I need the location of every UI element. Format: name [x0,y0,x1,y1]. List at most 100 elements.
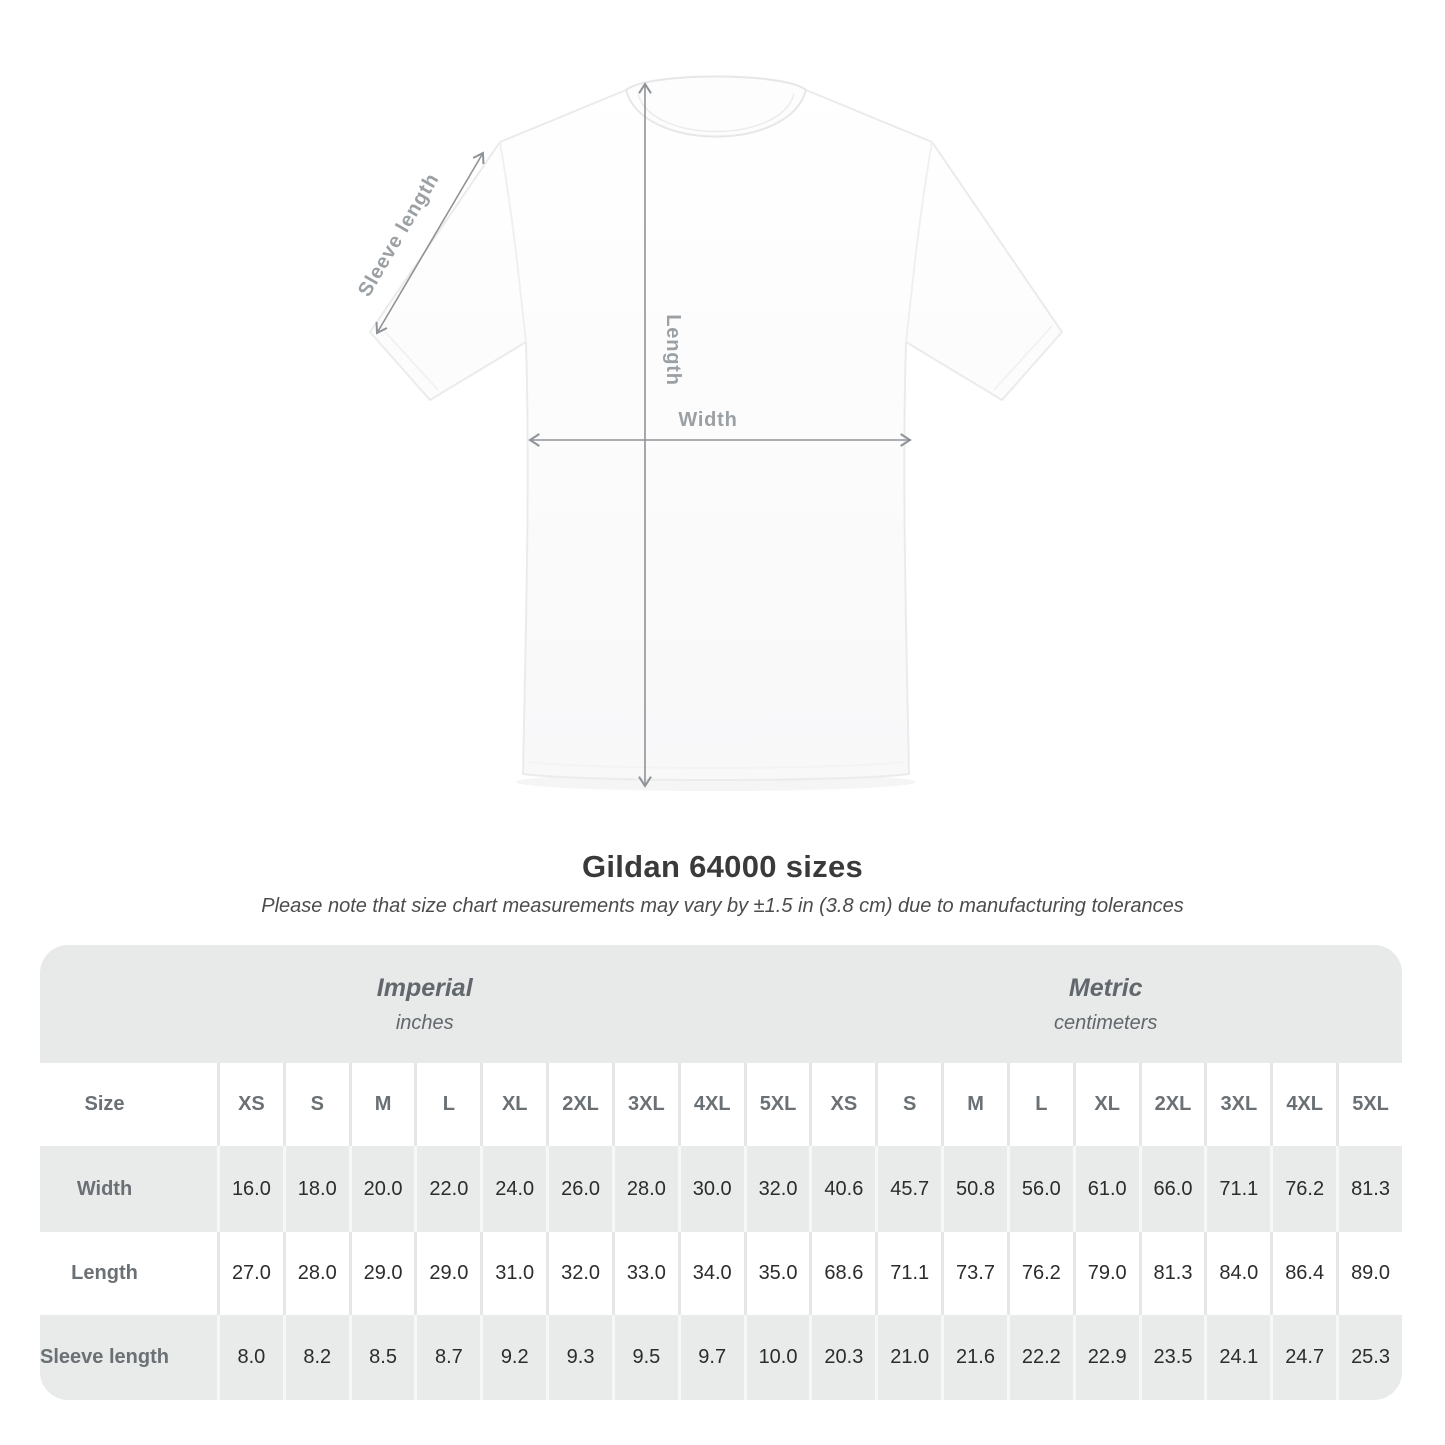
table-cell: 20.0 [348,1146,415,1232]
sleeve-length-row: Sleeve length 8.0 8.2 8.5 8.7 9.2 9.3 9.… [40,1315,1402,1400]
table-cell: 76.2 [1270,1146,1337,1232]
table-cell: 18.0 [282,1146,349,1232]
tshirt-measurement-figure: Sleeve length Length Width [340,60,1080,800]
unit-header-row: Imperial inches Metric centimeters [40,945,1402,1063]
table-cell: 23.5 [1138,1315,1205,1400]
table-cell: 32.0 [743,1146,810,1232]
imperial-unit-label: inches [395,1011,454,1034]
size-col-header: M [348,1063,415,1146]
table-cell: 8.0 [217,1315,283,1400]
table-cell: 24.7 [1270,1315,1337,1400]
table-cell: 27.0 [217,1232,283,1315]
size-col-header: 4XL [1270,1063,1337,1146]
table-cell: 28.0 [611,1146,678,1232]
size-col-header: 4XL [677,1063,744,1146]
width-label: Width [678,409,737,431]
table-cell: 8.7 [414,1315,481,1400]
size-col-header: 3XL [1204,1063,1271,1146]
table-cell: 21.0 [875,1315,942,1400]
size-col-header: L [414,1063,481,1146]
row-label: Sleeve length [40,1315,217,1400]
page-title: Gildan 64000 sizes [581,849,864,884]
size-corner-cell: Size [40,1063,217,1146]
size-col-header: M [941,1063,1007,1146]
table-cell: 9.5 [611,1315,678,1400]
size-header-row: Size XS S M L XL 2XL 3XL 4XL 5XL XS S M … [40,1063,1402,1146]
table-cell: 24.0 [480,1146,547,1232]
table-cell: 31.0 [480,1232,547,1315]
table-cell: 73.7 [941,1232,1007,1315]
table-cell: 25.3 [1336,1315,1402,1400]
table-cell: 71.1 [875,1232,942,1315]
table-cell: 71.1 [1204,1146,1271,1232]
row-label: Width [40,1146,217,1232]
table-cell: 28.0 [282,1232,349,1315]
metric-label: Metric [1068,973,1143,1002]
table-cell: 29.0 [414,1232,481,1315]
table-cell: 24.1 [1204,1315,1271,1400]
imperial-label: Imperial [376,973,473,1002]
table-cell: 89.0 [1336,1232,1402,1315]
table-cell: 61.0 [1072,1146,1139,1232]
table-cell: 9.3 [546,1315,612,1400]
size-col-header: S [875,1063,942,1146]
table-cell: 66.0 [1138,1146,1205,1232]
table-cell: 81.3 [1336,1146,1402,1232]
metric-header-cell: Metric centimeters [809,945,1402,1063]
table-cell: 20.3 [809,1315,876,1400]
table-cell: 33.0 [611,1232,678,1315]
table-cell: 22.0 [414,1146,481,1232]
table-cell: 16.0 [217,1146,283,1232]
size-col-header: 5XL [1336,1063,1402,1146]
size-chart-table: Imperial inches Metric centimeters Size … [40,945,1402,1400]
size-col-header: 5XL [743,1063,810,1146]
tshirt-diagram: Sleeve length Length Width [354,75,1063,791]
table-cell: 10.0 [743,1315,810,1400]
table-cell: 22.9 [1072,1315,1139,1400]
table-cell: 79.0 [1072,1232,1139,1315]
size-col-header: L [1006,1063,1073,1146]
table-cell: 45.7 [875,1146,942,1232]
table-cell: 8.5 [348,1315,415,1400]
size-chart-table-container: Imperial inches Metric centimeters Size … [40,945,1402,1400]
size-col-header: XS [809,1063,876,1146]
table-cell: 84.0 [1204,1232,1271,1315]
right-sleeve-hem [993,325,1053,391]
table-cell: 81.3 [1138,1232,1205,1315]
table-cell: 34.0 [677,1232,744,1315]
table-cell: 50.8 [941,1146,1007,1232]
size-col-header: 3XL [611,1063,678,1146]
table-cell: 76.2 [1006,1232,1073,1315]
row-label: Length [40,1232,217,1315]
table-cell: 8.2 [282,1315,349,1400]
table-cell: 30.0 [677,1146,744,1232]
table-cell: 9.2 [480,1315,547,1400]
imperial-header-cell: Imperial inches [40,945,810,1063]
size-col-header: 2XL [546,1063,612,1146]
size-col-header: XS [217,1063,283,1146]
table-cell: 26.0 [546,1146,612,1232]
tolerance-note: Please note that size chart measurements… [261,895,1184,917]
table-cell: 68.6 [809,1232,876,1315]
size-col-header: XL [480,1063,547,1146]
left-sleeve-hem [379,325,439,391]
right-sleeve-seam [905,141,933,343]
table-cell: 29.0 [348,1232,415,1315]
size-col-header: XL [1072,1063,1139,1146]
size-col-header: S [282,1063,349,1146]
left-sleeve-seam [499,141,527,343]
table-cell: 40.6 [809,1146,876,1232]
sleeve-length-arrow [375,151,485,335]
table-cell: 86.4 [1270,1232,1337,1315]
table-cell: 21.6 [941,1315,1007,1400]
width-row: Width 16.0 18.0 20.0 22.0 24.0 26.0 28.0… [40,1146,1402,1232]
table-cell: 22.2 [1006,1315,1073,1400]
length-row: Length 27.0 28.0 29.0 29.0 31.0 32.0 33.… [40,1232,1402,1315]
table-cell: 35.0 [743,1232,810,1315]
table-cell: 9.7 [677,1315,744,1400]
table-cell: 32.0 [546,1232,612,1315]
size-col-header: 2XL [1138,1063,1205,1146]
length-label: Length [662,314,684,385]
metric-unit-label: centimeters [1054,1011,1158,1034]
